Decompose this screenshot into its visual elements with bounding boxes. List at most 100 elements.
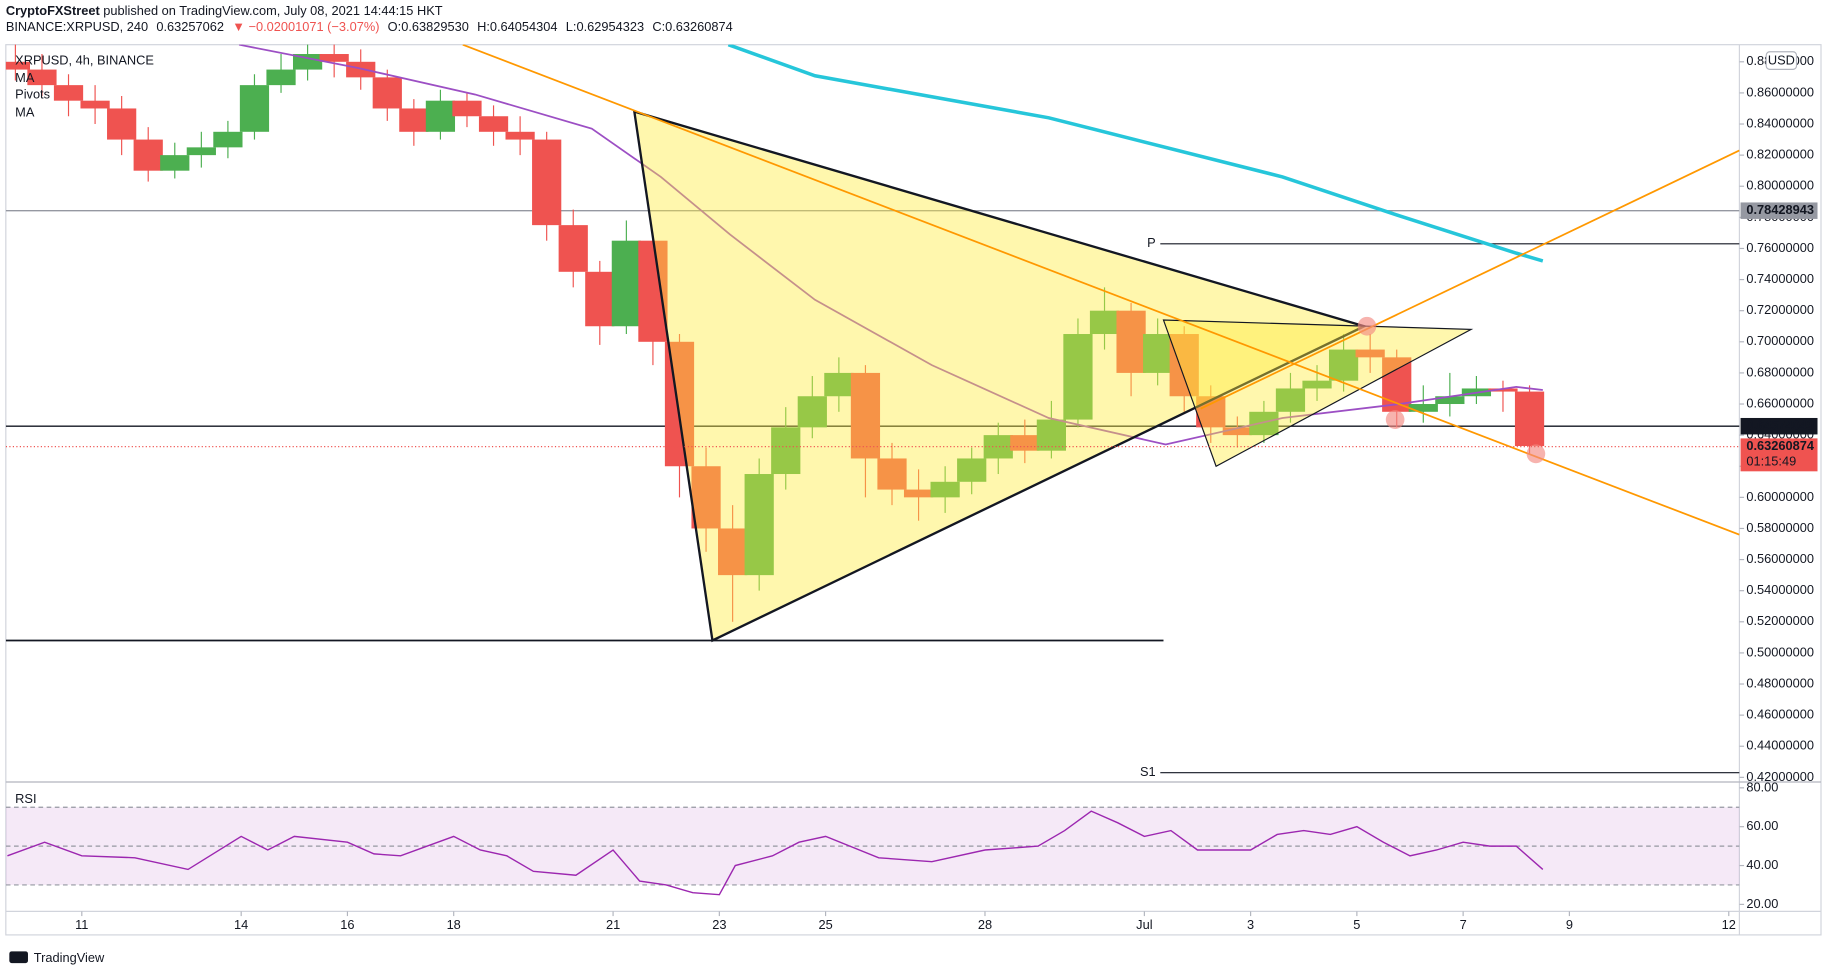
candle-body bbox=[771, 427, 801, 475]
legend-entry: MA bbox=[15, 104, 35, 119]
x-tick-label: 25 bbox=[818, 917, 832, 932]
candle-body bbox=[1408, 404, 1438, 412]
candle-body bbox=[53, 85, 84, 101]
candle-body bbox=[80, 100, 110, 109]
x-tick-label: 12 bbox=[1722, 917, 1736, 932]
rsi-line bbox=[7, 810, 1544, 896]
last-price-tag bbox=[1740, 438, 1818, 472]
candle-body bbox=[1302, 380, 1332, 389]
candle-body bbox=[903, 489, 934, 498]
y-tick-label: 0.66000000 bbox=[1746, 395, 1814, 410]
level-label: 0.78428943 bbox=[1746, 202, 1814, 217]
pivot-label: P bbox=[1147, 235, 1156, 250]
candle-body bbox=[5, 61, 31, 70]
candle-body bbox=[346, 61, 376, 78]
legend-entry: Pivots bbox=[15, 87, 50, 102]
candle-body bbox=[27, 69, 57, 86]
candle-body bbox=[1435, 396, 1465, 405]
x-tick-label: 3 bbox=[1247, 917, 1254, 932]
candle-body bbox=[877, 458, 907, 490]
candle-body bbox=[425, 100, 456, 132]
brand-logo bbox=[9, 951, 28, 964]
candle-body bbox=[532, 139, 562, 226]
symbol: BINANCE:XRPUSD, 240 bbox=[6, 20, 148, 35]
level-tag bbox=[1740, 417, 1818, 435]
candle-body bbox=[372, 77, 402, 109]
countdown: 01:15:49 bbox=[1746, 453, 1796, 468]
x-tick-label: 11 bbox=[75, 917, 88, 932]
moving-average bbox=[238, 44, 1543, 446]
candle-body bbox=[638, 240, 668, 342]
candle-body bbox=[691, 466, 721, 529]
y-tick-label: 0.74000000 bbox=[1746, 271, 1814, 286]
candle-body bbox=[957, 458, 987, 482]
candle-body bbox=[558, 225, 588, 272]
candle-body bbox=[585, 271, 615, 327]
candle-body bbox=[1222, 427, 1252, 436]
x-tick-label: 9 bbox=[1566, 917, 1573, 932]
candle-body bbox=[266, 69, 296, 86]
candle-body bbox=[850, 372, 881, 459]
candle-body bbox=[319, 54, 349, 62]
y-tick-label: 0.58000000 bbox=[1746, 520, 1814, 535]
y-tick-label: 0.54000000 bbox=[1746, 582, 1814, 597]
candle-body bbox=[160, 155, 190, 171]
y-tick-label: 0.68000000 bbox=[1746, 364, 1814, 379]
published: published on TradingView.com, July 08, 2… bbox=[103, 3, 442, 18]
close: C:0.63260874 bbox=[652, 20, 732, 35]
brand-name: TradingView bbox=[34, 950, 105, 965]
high: H:0.64054304 bbox=[477, 20, 557, 35]
moving-average bbox=[727, 44, 1544, 263]
open: O:0.63829530 bbox=[388, 20, 469, 35]
y-tick-label: 0.76000000 bbox=[1746, 240, 1814, 255]
symbol-line: BINANCE:XRPUSD, 240 0.63257062 ▼ −0.0200… bbox=[6, 20, 733, 35]
candle-body bbox=[1143, 334, 1173, 373]
x-tick-label: 16 bbox=[340, 917, 354, 932]
candle-body bbox=[107, 108, 137, 140]
legend-title: XRPUSD, 4h, BINANCE bbox=[15, 53, 154, 68]
currency: USD bbox=[1768, 53, 1795, 68]
highlight bbox=[1526, 444, 1546, 464]
legend: XRPUSD, 4h, BINANCE MA Pivots MA RSI bbox=[15, 53, 154, 807]
y-tick-label: 0.60000000 bbox=[1746, 489, 1814, 504]
candle-body bbox=[1063, 334, 1093, 420]
y-tick-label: 0.72000000 bbox=[1746, 302, 1814, 317]
candle-body bbox=[505, 131, 535, 140]
candle-body bbox=[1036, 419, 1066, 451]
candle-body bbox=[478, 116, 509, 132]
candle-body bbox=[1249, 411, 1279, 436]
candle-body bbox=[1514, 391, 1545, 447]
low: L:0.62954323 bbox=[566, 20, 644, 35]
x-tick-label: Jul bbox=[1136, 917, 1152, 932]
x-tick-label: 5 bbox=[1353, 917, 1360, 932]
y-tick-label: 0.46000000 bbox=[1746, 707, 1814, 722]
y-tick-label: 0.56000000 bbox=[1746, 551, 1814, 566]
candle-body bbox=[1089, 310, 1120, 335]
candle-body bbox=[186, 147, 216, 156]
y-tick-label: 0.80000000 bbox=[1746, 178, 1814, 193]
price: 0.63257062 bbox=[156, 20, 224, 35]
header-line: CryptoFXStreet published on TradingView.… bbox=[6, 3, 443, 18]
rsi-y-tick-label: 80.00 bbox=[1746, 779, 1778, 794]
level-tag bbox=[1740, 202, 1818, 219]
candle-body bbox=[1355, 349, 1385, 358]
brand: TradingView bbox=[9, 950, 105, 965]
x-tick-label: 7 bbox=[1460, 917, 1467, 932]
overlay-labels: P S1 0.78428943 0.64574049 0.6326087401:15:4… bbox=[1140, 202, 1818, 779]
y-tick-label: 0.52000000 bbox=[1746, 613, 1814, 628]
currency-badge bbox=[1765, 51, 1798, 70]
x-tick-label: 28 bbox=[978, 917, 992, 932]
triangle-pattern bbox=[632, 109, 1368, 643]
candle-body bbox=[824, 372, 854, 397]
main-pane bbox=[5, 44, 1740, 774]
candle-body bbox=[133, 139, 163, 171]
highlight bbox=[1385, 410, 1405, 429]
candle-body bbox=[611, 240, 641, 327]
candle-body bbox=[452, 100, 482, 117]
candle-body bbox=[1116, 310, 1146, 373]
y-tick-label: 0.86000000 bbox=[1746, 84, 1814, 99]
y-tick-label: 0.48000000 bbox=[1746, 675, 1814, 690]
candle-body bbox=[1488, 388, 1518, 392]
candle-body bbox=[983, 435, 1013, 459]
